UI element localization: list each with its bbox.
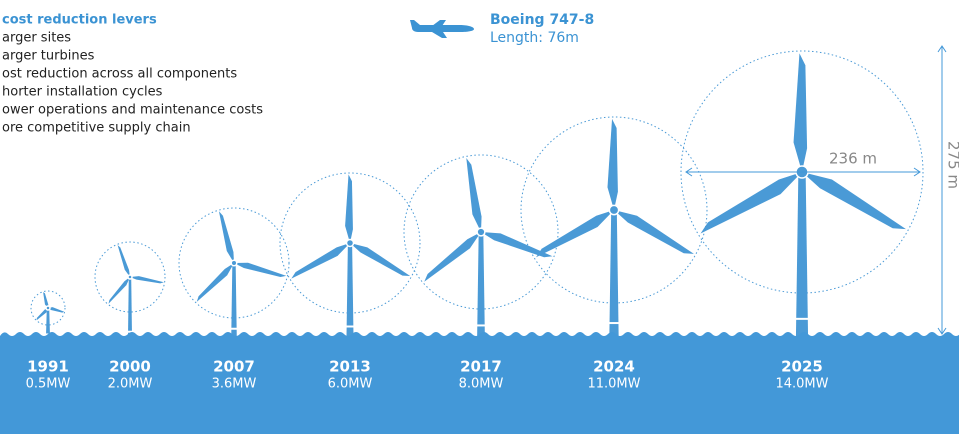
tower	[128, 277, 132, 336]
tower-ring	[475, 324, 487, 327]
hub	[608, 204, 620, 216]
turbine-capacity: 14.0MW	[775, 377, 828, 392]
blade	[536, 210, 614, 258]
blade	[291, 243, 350, 279]
hub	[45, 305, 51, 311]
tower	[231, 263, 237, 336]
rotor-label: 236 m	[829, 150, 877, 168]
turbine-year: 2007	[213, 358, 255, 376]
blade	[36, 308, 48, 321]
lever-item: ore competitive supply chain	[2, 121, 191, 136]
boeing-name: Boeing 747-8	[490, 12, 594, 28]
height-arrows	[937, 45, 947, 335]
turbine-capacity: 2.0MW	[108, 377, 153, 392]
turbine-capacity: 0.5MW	[26, 377, 71, 392]
rotor-circle	[279, 172, 421, 314]
turbine-year: 2000	[109, 358, 151, 376]
rotor-circle	[178, 207, 290, 319]
turbine-year: 1991	[27, 358, 69, 376]
tower-ring	[794, 317, 810, 320]
rotor-circle	[680, 50, 924, 294]
blade	[234, 262, 287, 278]
water	[0, 332, 959, 434]
blade	[345, 174, 353, 243]
rotor-circle	[520, 116, 708, 304]
blade	[424, 232, 481, 282]
hub	[127, 274, 133, 280]
turbine-capacity: 6.0MW	[328, 377, 373, 392]
lever-item: ost reduction across all components	[2, 67, 237, 82]
turbine-capacity: 11.0MW	[587, 377, 640, 392]
turbine-year: 2024	[593, 358, 635, 376]
rotor-circle	[94, 241, 166, 313]
lever-item: arger turbines	[2, 49, 95, 64]
tower-ring	[607, 322, 621, 325]
blade	[481, 232, 553, 258]
levers-list: arger sites arger turbines ost reduction a…	[2, 31, 263, 136]
rotor-circle	[30, 290, 66, 326]
blade	[793, 53, 808, 172]
tower	[346, 243, 354, 336]
blade	[48, 307, 65, 313]
plane-icon	[410, 20, 474, 38]
lever-item: arger sites	[2, 31, 71, 46]
blade	[218, 211, 234, 263]
tower-ring	[230, 327, 238, 330]
tower-ring	[345, 325, 355, 328]
blade	[700, 172, 802, 234]
lever-item: horter installation cycles	[2, 85, 163, 100]
hub	[476, 227, 486, 237]
tower	[46, 308, 50, 336]
blade	[802, 172, 906, 230]
turbine-capacity: 3.6MW	[212, 377, 257, 392]
blade	[466, 157, 482, 232]
blade	[108, 277, 130, 304]
turbine-year: 2017	[460, 358, 502, 376]
turbine-year: 2013	[329, 358, 371, 376]
tower	[795, 172, 809, 336]
rotor-arrows	[685, 167, 921, 177]
lever-item: ower operations and maintenance costs	[2, 103, 263, 118]
blade	[614, 210, 694, 254]
blade	[130, 276, 164, 284]
turbine-year: 2025	[781, 358, 823, 376]
height-label: 275 m	[945, 141, 959, 189]
blade	[117, 245, 130, 277]
boeing-length: Length: 76m	[490, 30, 579, 46]
blade	[196, 263, 234, 302]
turbine-capacity: 8.0MW	[459, 377, 504, 392]
tower	[477, 232, 485, 336]
hub	[345, 238, 355, 248]
hub	[230, 259, 238, 267]
blade	[350, 243, 411, 277]
levers-title: cost reduction levers	[2, 13, 157, 28]
turbines	[30, 50, 924, 336]
tower-ring	[127, 330, 133, 333]
blade	[607, 118, 618, 210]
blade	[43, 292, 49, 308]
tower	[609, 210, 619, 336]
